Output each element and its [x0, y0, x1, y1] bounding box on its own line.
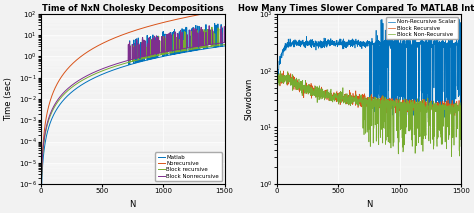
Block Recursive [274, 77, 280, 80]
Norecursive [145, 25, 150, 28]
Block recursive [150, 55, 155, 58]
Block Non-Recursive [306, 83, 311, 86]
Line: Block Non-Recursive: Block Non-Recursive [277, 71, 461, 157]
Title: Time of NxN Cholesky Decompositions: Time of NxN Cholesky Decompositions [42, 4, 224, 13]
Matlab [49, 116, 55, 119]
Block recursive [209, 26, 215, 29]
Block recursive [145, 56, 150, 59]
Norecursive [38, 211, 44, 213]
Block Nonrecursive [38, 200, 44, 203]
Norecursive [150, 24, 155, 27]
Block recursive [222, 43, 228, 46]
Matlab [196, 25, 202, 28]
Non-Recursive Scalar [305, 44, 311, 46]
Line: Block Nonrecursive: Block Nonrecursive [41, 26, 225, 201]
Block Non-Recursive [448, 155, 454, 158]
Line: Block recursive: Block recursive [41, 27, 225, 204]
Block recursive [155, 54, 161, 57]
Non-Recursive Scalar [458, 46, 464, 48]
Block Non-Recursive [337, 93, 342, 95]
Matlab [145, 59, 150, 61]
Block Nonrecursive [177, 48, 183, 50]
Block recursive [49, 110, 55, 112]
Non-Recursive Scalar [299, 41, 305, 44]
Block Non-Recursive [299, 92, 305, 94]
Non-Recursive Scalar [354, 40, 360, 42]
Non-Recursive Scalar [375, 101, 381, 103]
X-axis label: N: N [366, 200, 372, 209]
X-axis label: N: N [129, 200, 136, 209]
Norecursive [196, 13, 202, 16]
Block Nonrecursive [49, 108, 55, 110]
Block Recursive [458, 108, 464, 111]
Y-axis label: Slowdown: Slowdown [245, 78, 254, 120]
Block Recursive [306, 87, 311, 90]
Line: Non-Recursive Scalar: Non-Recursive Scalar [277, 19, 461, 118]
Block Non-Recursive [371, 100, 377, 103]
Block Recursive [299, 82, 305, 85]
Non-Recursive Scalar [449, 117, 455, 120]
Block Recursive [281, 70, 286, 72]
Matlab [177, 52, 183, 54]
Legend: Matlab, Norecursive, Block recursive, Block Nonrecursive: Matlab, Norecursive, Block recursive, Bl… [155, 153, 222, 181]
Non-Recursive Scalar [379, 18, 385, 21]
Block Recursive [452, 114, 458, 117]
Y-axis label: Time (sec): Time (sec) [4, 77, 13, 121]
Legend: Non-Recursive Scalar, Block Recursive, Block Non-Recursive: Non-Recursive Scalar, Block Recursive, B… [386, 17, 458, 39]
Block Nonrecursive [145, 54, 150, 57]
Norecursive [177, 17, 183, 20]
Title: How Many Times Slower Compared To MATLAB Intrinsic: How Many Times Slower Compared To MATLAB… [238, 4, 474, 13]
Block Non-Recursive [375, 103, 381, 106]
Norecursive [222, 9, 228, 11]
Non-Recursive Scalar [371, 97, 377, 100]
Block recursive [177, 50, 183, 53]
Matlab [155, 56, 161, 59]
Matlab [222, 45, 228, 47]
Block recursive [38, 202, 44, 205]
Line: Norecursive: Norecursive [41, 10, 225, 212]
Block Non-Recursive [277, 70, 283, 72]
Matlab [212, 22, 218, 25]
Norecursive [49, 93, 55, 96]
Block Recursive [375, 98, 381, 101]
Block Recursive [371, 98, 377, 101]
Block recursive [196, 47, 202, 49]
Non-Recursive Scalar [274, 75, 280, 77]
Block Non-Recursive [354, 99, 360, 102]
Block Recursive [337, 91, 342, 94]
Block Non-Recursive [458, 106, 464, 109]
Line: Matlab: Matlab [41, 24, 225, 213]
Block Nonrecursive [206, 24, 212, 27]
Norecursive [155, 23, 161, 25]
Non-Recursive Scalar [337, 39, 342, 42]
Block Nonrecursive [155, 41, 161, 43]
Block Nonrecursive [222, 41, 228, 44]
Line: Block Recursive: Block Recursive [277, 71, 461, 116]
Block Nonrecursive [196, 45, 202, 47]
Block Nonrecursive [150, 53, 155, 56]
Matlab [150, 58, 155, 60]
Block Recursive [354, 98, 360, 101]
Block Non-Recursive [274, 71, 280, 73]
